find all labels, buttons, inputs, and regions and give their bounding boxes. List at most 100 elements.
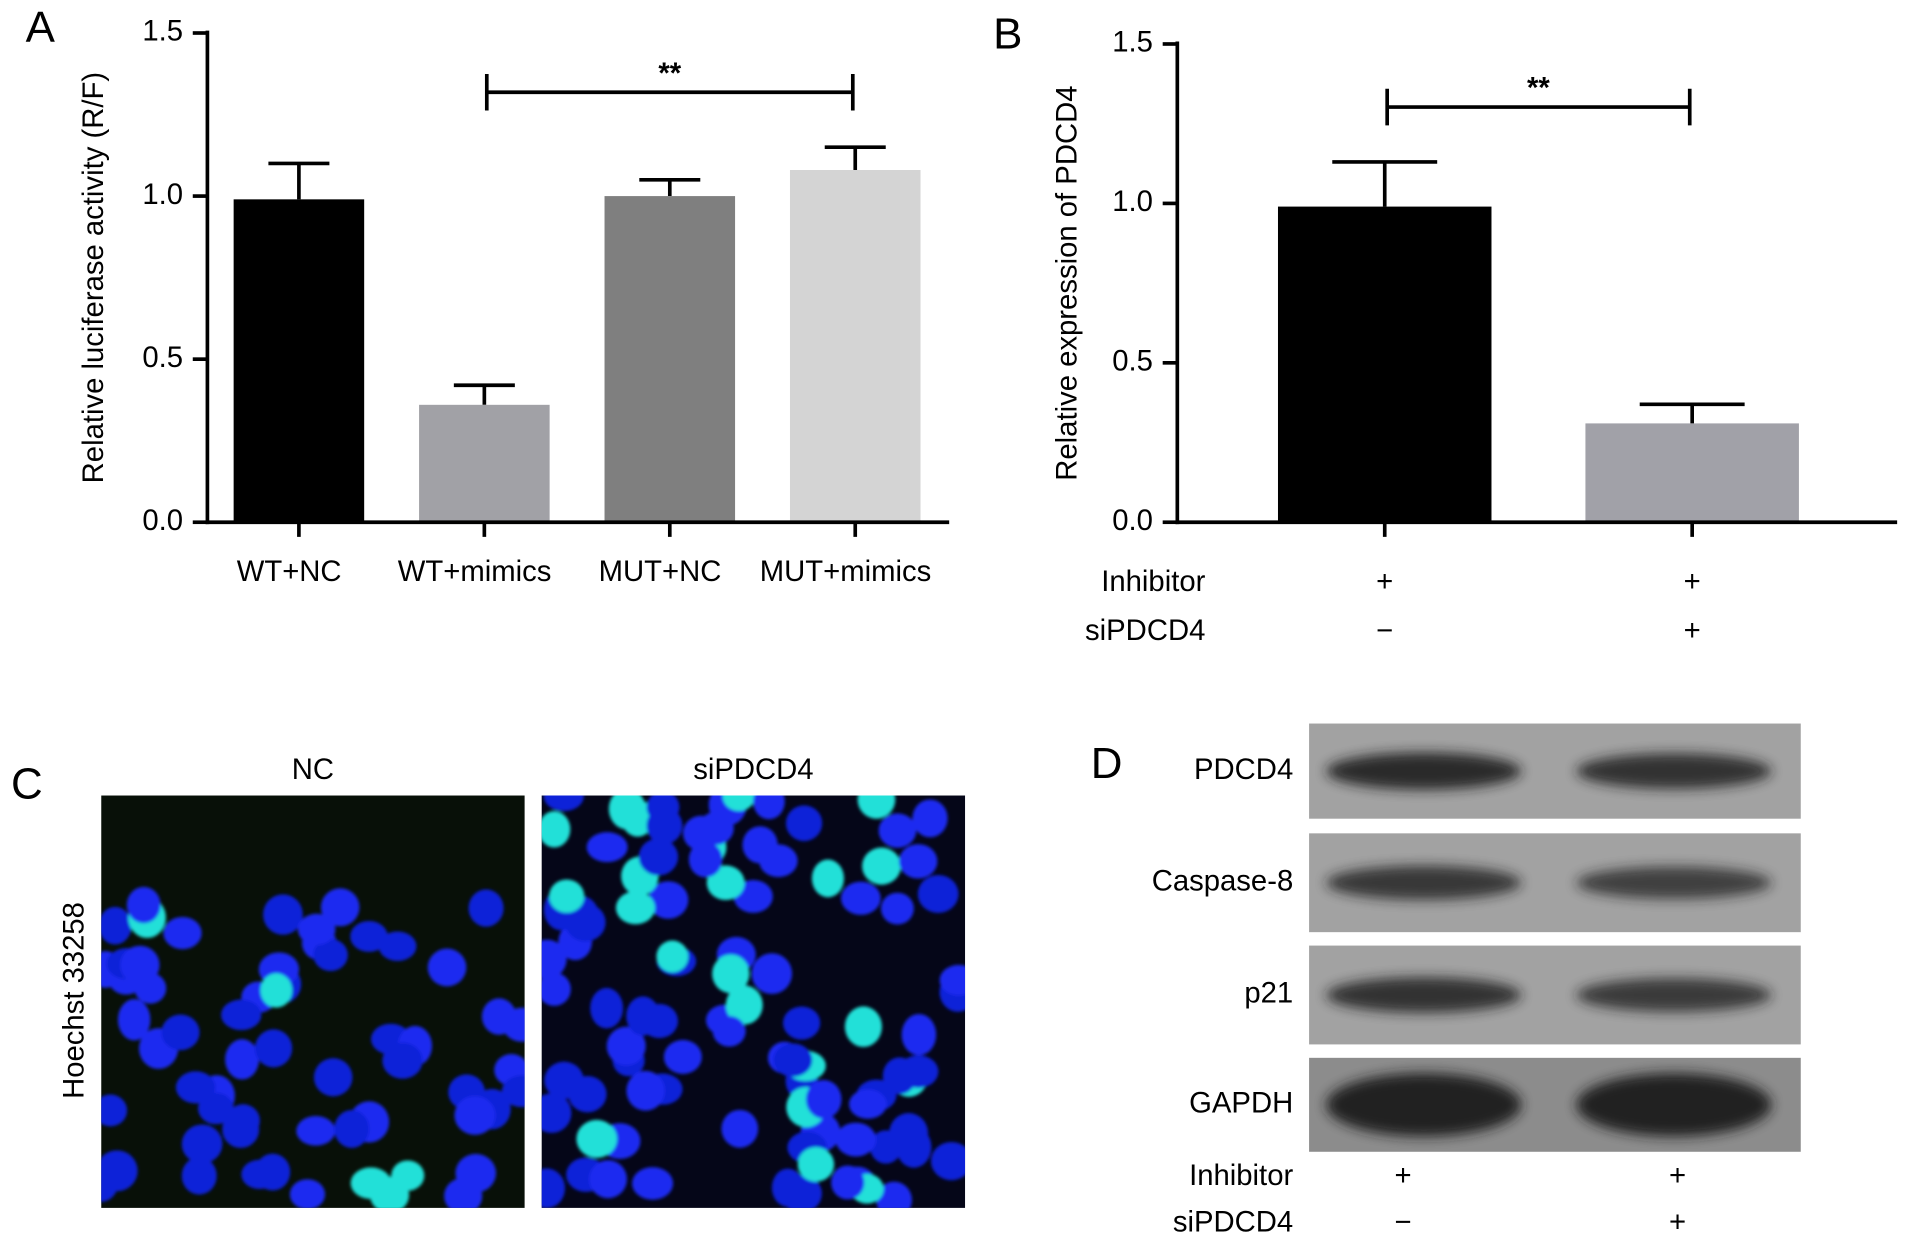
condition-value: + [1394,1159,1411,1192]
nucleus [901,1013,937,1056]
nucleus [608,795,646,830]
significance-label: ** [1527,72,1550,105]
nucleus [917,874,959,913]
blot-band [1576,978,1772,1012]
nucleus [175,1071,216,1104]
nucleus [805,1080,842,1119]
condition-value: + [1669,1205,1686,1238]
condition-name: Inhibitor [1101,565,1205,598]
y-tick-label: 1.5 [1112,26,1153,59]
nucleus [541,939,567,979]
nucleus [876,1181,912,1208]
nuclei [101,886,525,1208]
y-tick-label: 0.0 [142,504,183,537]
blot-band [1326,1073,1522,1137]
nucleus [939,964,966,996]
nucleus [163,916,202,950]
nucleus [771,1168,804,1207]
blot-band [1576,1073,1772,1137]
nucleus [626,1070,665,1111]
nucleus [722,795,756,811]
condition-value: − [1376,614,1393,647]
panel-label: D [1091,739,1123,788]
nucleus [260,973,293,1008]
nucleus [541,1168,566,1208]
y-tick-label: 0.5 [142,341,183,374]
nucleus [126,886,161,924]
panel-label: C [11,760,43,809]
nucleus [468,889,504,927]
condition-value: − [1394,1205,1411,1238]
nucleus [454,1095,496,1135]
nucleus [912,799,948,838]
nucleus [898,844,938,879]
nucleus [101,1150,138,1192]
condition-name: siPDCD4 [1173,1205,1293,1238]
blot-band [1576,866,1772,899]
condition-name: Inhibitor [1189,1159,1293,1192]
nucleus [226,1104,260,1138]
nucleus [831,1165,865,1200]
nucleus [930,1141,966,1181]
nucleus [221,999,262,1031]
y-tick-label: 1.5 [142,15,183,48]
y-tick-label: 1.0 [1112,185,1153,218]
x-tick-label: MUT+NC [599,555,722,588]
nucleus [646,795,680,824]
nucleus [350,920,388,952]
nucleus [849,1089,887,1119]
nucleus [181,1124,223,1164]
bar [1585,423,1799,523]
nucleus [706,865,745,901]
nucleus [688,841,723,878]
condition-value: + [1684,614,1701,647]
bar [604,196,736,523]
nucleus [297,913,336,946]
micrograph [101,795,525,1208]
y-tick-label: 1.0 [142,178,183,211]
nucleus [101,1094,128,1127]
nucleus [541,972,571,1006]
y-axis-label: Relative luciferase activity (R/F) [77,72,110,483]
nucleus [712,1015,746,1047]
blot-label: GAPDH [1189,1087,1293,1120]
nucleus [391,1160,425,1191]
x-tick-label: WT+mimics [398,555,552,588]
nucleus [638,838,679,876]
nucleus [161,1014,200,1051]
nucleus [797,1147,835,1182]
nucleus [878,813,917,848]
nucleus [835,1122,877,1157]
nucleus [541,811,571,848]
nucleus [502,1007,525,1042]
condition-value: + [1376,565,1393,598]
nucleus [870,1130,902,1164]
blot-band [1326,865,1522,900]
nucleus [773,1043,813,1077]
nucleus [862,847,901,885]
bar [419,404,550,523]
nucleus [334,1109,370,1148]
nucleus [296,1116,336,1146]
significance-label: ** [658,57,681,90]
blot-band [1326,752,1522,790]
nucleus [313,1058,353,1097]
nucleus [857,795,896,819]
nucleus [568,1075,607,1113]
bar [233,199,365,523]
nucleus [896,1126,932,1168]
x-tick-label: WT+NC [237,555,342,588]
blot-label: Caspase-8 [1152,864,1294,897]
nucleus [378,931,417,961]
nucleus [782,1006,821,1040]
nucleus [841,881,881,915]
nucleus [501,1075,525,1108]
nucleus [382,1042,423,1079]
x-tick-label: MUT+mimics [760,555,932,588]
nucleus [656,940,689,973]
bar [1277,206,1492,523]
nucleus [880,892,914,925]
nucleus [225,1039,260,1080]
nucleus [549,879,585,913]
